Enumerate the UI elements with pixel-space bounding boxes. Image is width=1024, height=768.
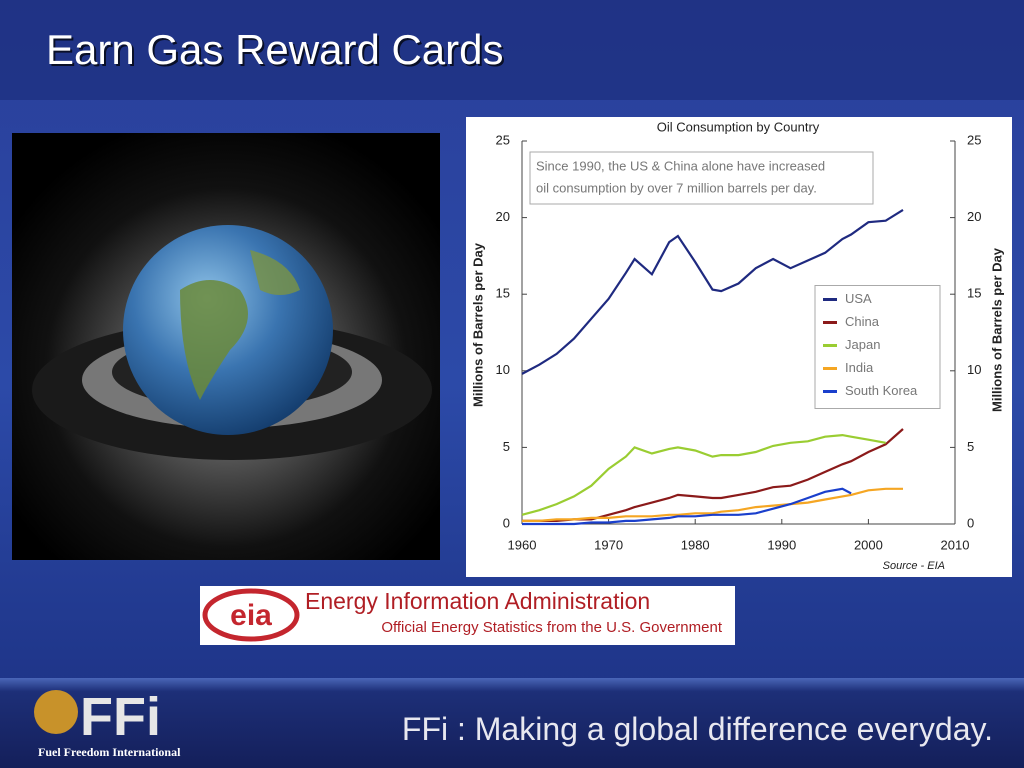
y2-tick-label: 20	[967, 209, 981, 224]
x-tick-label: 1970	[594, 537, 623, 552]
chart-title: Oil Consumption by Country	[657, 119, 820, 134]
legend-label: China	[845, 314, 880, 329]
y-tick-label: 10	[496, 362, 510, 377]
y-tick-label: 0	[503, 515, 510, 530]
series-line	[521, 433, 886, 516]
x-tick-label: 1980	[681, 537, 710, 552]
y2-tick-label: 15	[967, 286, 981, 301]
y-tick-label: 25	[496, 132, 510, 147]
series-line	[522, 487, 903, 522]
y2-tick-label: 5	[967, 439, 974, 454]
y-tick-label: 20	[496, 209, 510, 224]
logo-mark: eia	[230, 599, 272, 632]
chart: Oil Consumption by Country Since 1990, t…	[466, 117, 1012, 577]
annotation-box	[529, 151, 874, 205]
x-tick-label: 1990	[767, 537, 796, 552]
footer-slogan: FFi : Making a global difference everyda…	[402, 711, 993, 747]
x-tick-label: 2010	[941, 537, 970, 552]
source-note: Source - EIA	[883, 560, 945, 572]
legend-label: USA	[845, 291, 872, 306]
y-tick-label: 15	[496, 286, 510, 301]
legend-label: Japan	[845, 337, 880, 352]
footer-globe	[34, 690, 78, 734]
y2-tick-label: 10	[967, 362, 981, 377]
legend-label: India	[845, 360, 874, 375]
y2-tick-label: 25	[967, 132, 981, 147]
legend-label: South Korea	[845, 383, 918, 398]
footer-organization: Fuel Freedom International	[38, 745, 181, 759]
title-shadow: Earn Gas Reward Cards	[48, 28, 506, 75]
globe-image	[12, 133, 440, 560]
eia-logo: eia Energy Information Administration Of…	[200, 586, 735, 645]
x-tick-label: 1960	[508, 537, 537, 552]
footer-band	[0, 678, 1024, 768]
series-line	[522, 487, 852, 526]
title-band	[0, 0, 1024, 100]
annotation-line: oil consumption by over 7 million barrel…	[536, 180, 817, 195]
slide-title: Earn Gas Reward Cards	[46, 26, 504, 73]
series-line	[521, 208, 904, 375]
series-line	[522, 428, 904, 522]
y-axis-label: Millions of Barrels per Day	[470, 242, 485, 407]
y2-axis-label: Millions of Barrels per Day	[989, 247, 1004, 412]
y-tick-label: 5	[503, 439, 510, 454]
logo-tagline: Official Energy Statistics from the U.S.…	[381, 619, 723, 636]
x-tick-label: 2000	[854, 537, 883, 552]
annotation-line: Since 1990, the US & China alone have in…	[536, 158, 825, 173]
logo-name: Energy Information Administration	[305, 588, 650, 614]
y2-tick-label: 0	[967, 515, 974, 530]
footer-brand: FFi	[80, 687, 161, 747]
